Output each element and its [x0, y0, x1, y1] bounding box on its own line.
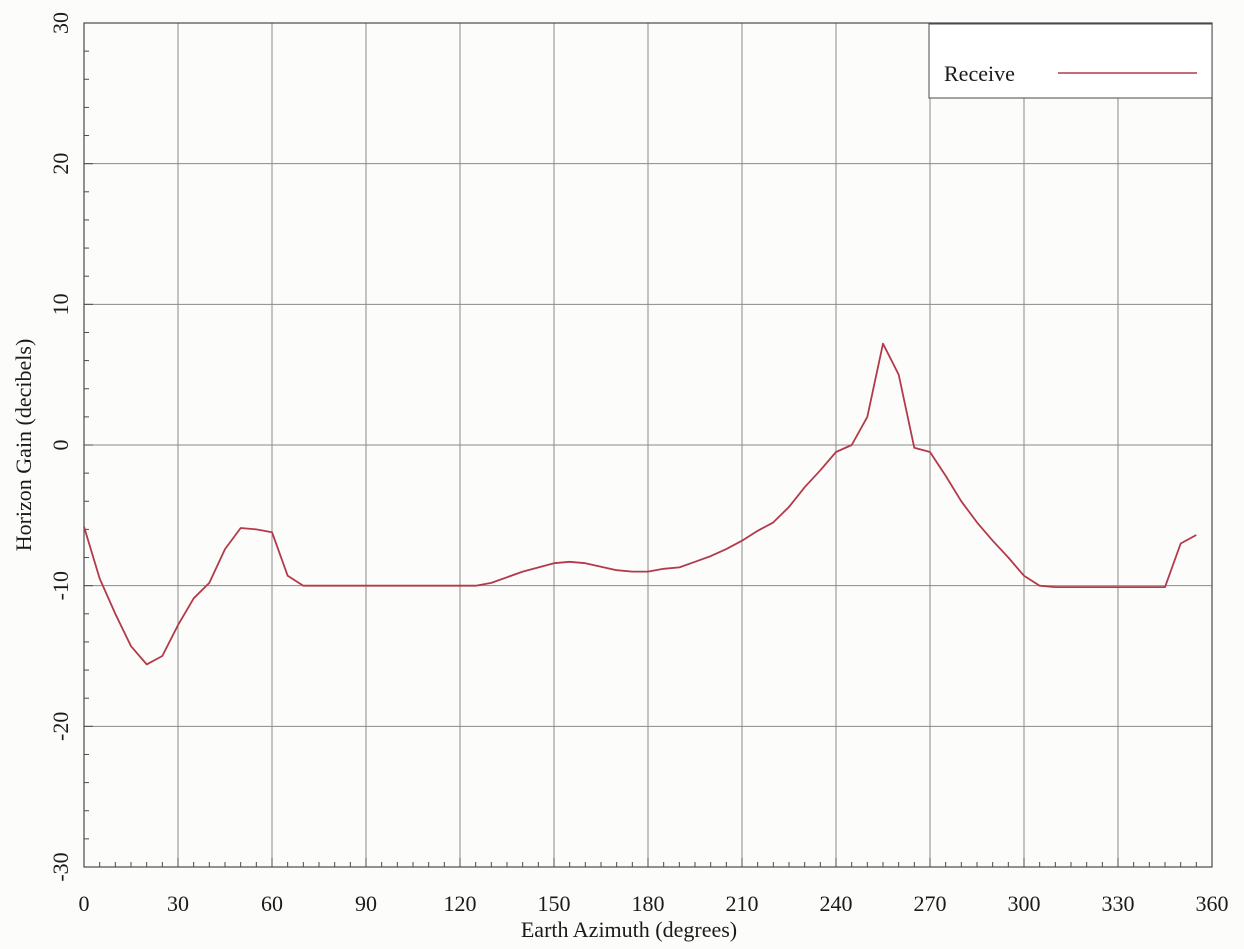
y-tick-label: 20 [48, 153, 73, 175]
x-tick-label: 330 [1102, 891, 1135, 916]
y-axis-title: Horizon Gain (decibels) [11, 339, 36, 552]
y-tick-label: 30 [48, 12, 73, 34]
x-tick-label: 150 [538, 891, 571, 916]
y-tick-label: -30 [48, 852, 73, 881]
x-tick-label: 60 [261, 891, 283, 916]
x-tick-label: 270 [914, 891, 947, 916]
x-tick-label: 180 [632, 891, 665, 916]
x-tick-label: 90 [355, 891, 377, 916]
x-tick-label: 240 [820, 891, 853, 916]
y-tick-label: -10 [48, 571, 73, 600]
legend: Receive [928, 23, 1213, 99]
x-tick-labels: 0 30 60 90 120 150 180 210 240 270 300 330 360 [79, 891, 1229, 916]
legend-box [928, 23, 1213, 99]
series-line-receive [83, 342, 1197, 666]
x-tick-label: 120 [444, 891, 477, 916]
x-tick-label: 300 [1008, 891, 1041, 916]
minor-ticks [83, 22, 1213, 868]
series-layer [83, 342, 1197, 666]
y-tick-labels: -30 -20 -10 0 10 20 30 [48, 12, 73, 882]
x-tick-label: 30 [167, 891, 189, 916]
x-tick-label: 360 [1196, 891, 1229, 916]
x-tick-label: 0 [79, 891, 90, 916]
legend-label-receive: Receive [944, 61, 1015, 86]
x-axis-title: Earth Azimuth (degrees) [521, 917, 737, 942]
y-tick-label: -20 [48, 712, 73, 741]
grid [84, 23, 1212, 867]
y-tick-label: 10 [48, 293, 73, 315]
x-tick-label: 210 [726, 891, 759, 916]
y-tick-label: 0 [48, 440, 73, 451]
